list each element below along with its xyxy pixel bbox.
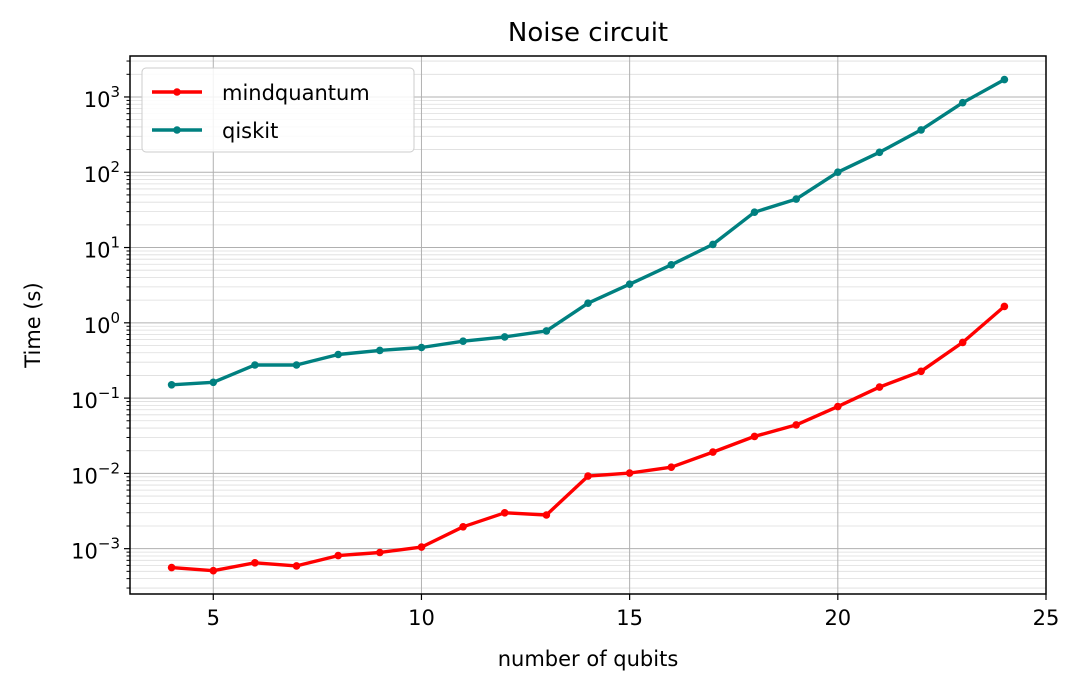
data-point-qiskit (500, 333, 509, 341)
data-point-mindquantum (1000, 302, 1009, 311)
data-point-qiskit (667, 261, 676, 269)
x-tick-label: 20 (824, 606, 851, 630)
x-axis: 5 10 15 20 25 (207, 594, 1060, 630)
data-point-qiskit (251, 361, 259, 369)
data-point-mindquantum (625, 469, 634, 477)
data-point-qiskit (917, 126, 925, 134)
y-tick-label: 10−1 (71, 384, 120, 413)
y-tick-label: 103 (84, 83, 120, 112)
data-point-qiskit (209, 378, 218, 387)
plot-area-frame (129, 55, 1047, 595)
legend-marker (173, 88, 181, 96)
data-point-mindquantum (834, 402, 842, 411)
legend-box (141, 67, 415, 153)
x-tick-label: 10 (408, 606, 435, 630)
major-grid (130, 56, 1047, 594)
data-point-mindquantum (209, 566, 218, 575)
y-axis-label: Time (s) (21, 282, 45, 368)
legend-label: mindquantum (222, 81, 370, 105)
y-tick-label: 102 (84, 158, 120, 187)
data-point-qiskit (958, 98, 967, 107)
data-point-mindquantum (251, 559, 259, 567)
y-tick-label: 101 (84, 234, 120, 263)
data-point-qiskit (625, 280, 634, 289)
data-point-qiskit (792, 195, 800, 203)
data-point-mindquantum (875, 383, 884, 391)
data-point-mindquantum (958, 338, 967, 347)
data-point-qiskit (750, 208, 759, 216)
y-axis: 10−3 10−2 10−1 100 101 102 103 (71, 60, 130, 589)
data-point-mindquantum (667, 463, 676, 472)
minor-grid (130, 60, 1046, 589)
data-point-mindquantum (584, 472, 592, 480)
data-point-mindquantum (917, 367, 925, 376)
data-point-qiskit (542, 327, 551, 335)
data-point-mindquantum (459, 523, 467, 531)
data-point-qiskit (875, 148, 884, 157)
data-point-mindquantum (709, 448, 717, 456)
data-point-mindquantum (417, 543, 426, 551)
data-point-qiskit (709, 240, 717, 249)
data-point-qiskit (167, 381, 176, 389)
legend-label: qiskit (222, 119, 278, 143)
y-tick-label: 10−2 (71, 459, 120, 488)
data-point-mindquantum (750, 432, 759, 441)
x-tick-label: 15 (616, 606, 643, 630)
y-tick-label: 100 (84, 309, 120, 338)
data-point-mindquantum (292, 562, 301, 570)
x-axis-label: number of qubits (498, 647, 679, 671)
data-point-qiskit (292, 361, 301, 369)
data-point-mindquantum (500, 509, 509, 517)
legend: mindquantum qiskit (141, 67, 415, 153)
data-point-mindquantum (167, 563, 176, 572)
x-tick-label: 5 (207, 606, 220, 630)
data-point-qiskit (459, 337, 467, 346)
data-point-qiskit (1000, 75, 1009, 84)
data-point-qiskit (834, 168, 842, 176)
data-point-qiskit (334, 350, 343, 359)
data-point-mindquantum (334, 551, 343, 560)
data-point-mindquantum (792, 421, 800, 429)
data-point-qiskit (417, 343, 426, 352)
series-layer (167, 75, 1009, 575)
data-point-mindquantum (542, 511, 551, 519)
data-point-qiskit (584, 299, 592, 308)
data-point-mindquantum (376, 548, 384, 557)
legend-marker (173, 126, 181, 134)
y-tick-label: 10−3 (71, 535, 120, 564)
data-point-qiskit (376, 346, 384, 355)
x-tick-label: 25 (1033, 606, 1060, 630)
chart-title: Noise circuit (508, 18, 668, 48)
